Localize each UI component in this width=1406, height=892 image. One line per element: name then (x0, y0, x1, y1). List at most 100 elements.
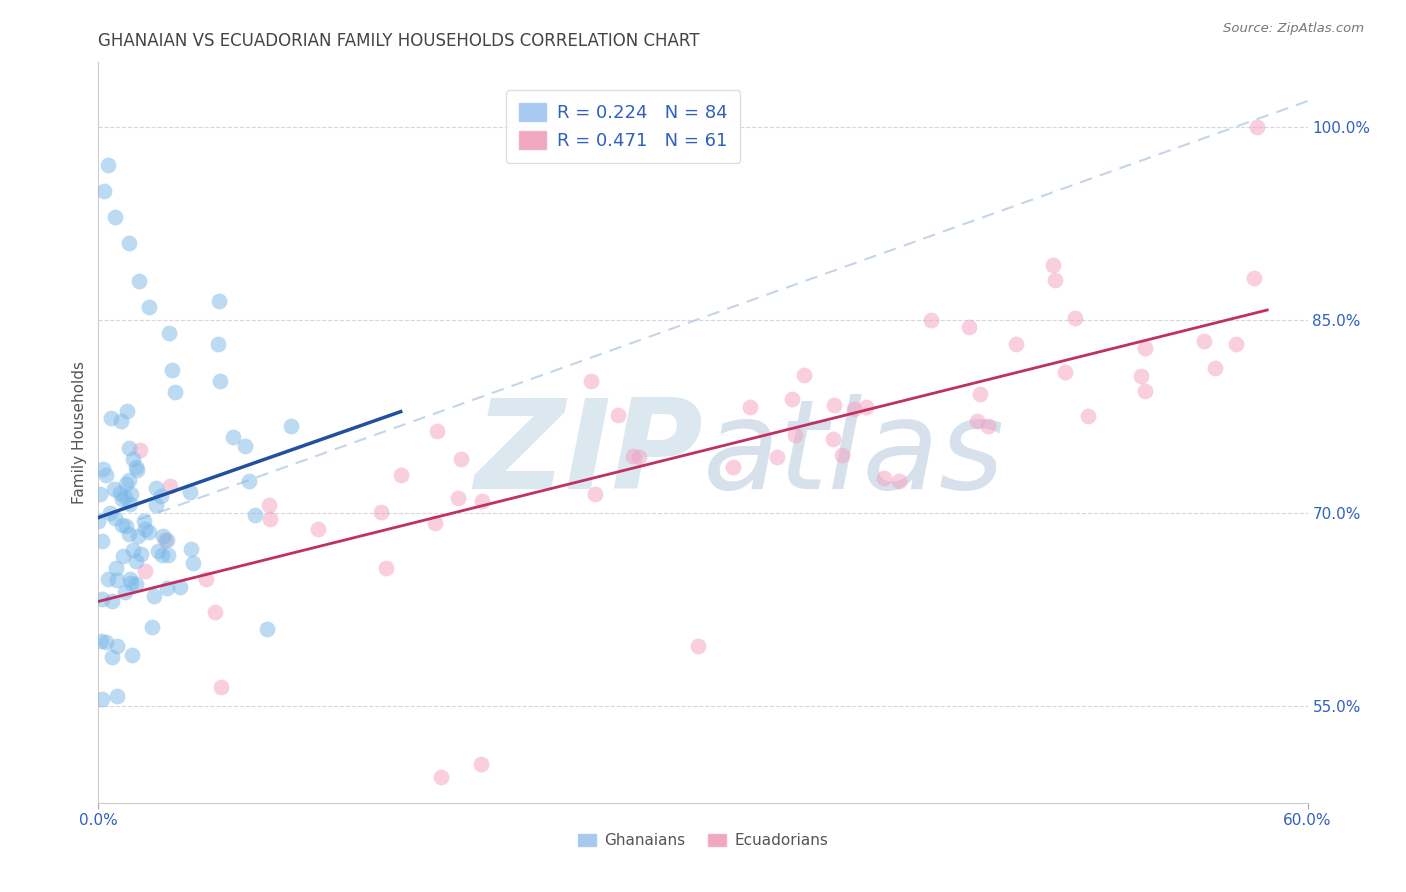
Point (579, 374, 602, 388)
Point (1246, 120, 1268, 134)
Point (257, 498, 280, 512)
Point (155, 533, 177, 547)
Point (90, 592, 112, 607)
Point (105, 689, 128, 703)
Point (966, 414, 988, 428)
Point (307, 522, 329, 536)
Point (823, 398, 845, 412)
Point (204, 605, 226, 619)
Point (738, 401, 761, 415)
Point (157, 326, 180, 340)
Point (122, 543, 145, 558)
Point (97, 572, 120, 586)
Point (159, 479, 181, 493)
Point (627, 450, 650, 464)
Point (97, 158, 120, 172)
Point (103, 482, 125, 496)
Point (148, 544, 170, 558)
Point (1130, 368, 1153, 383)
Point (621, 449, 644, 463)
Point (98, 506, 121, 520)
Point (1204, 361, 1226, 376)
Point (180, 541, 202, 556)
Point (1077, 409, 1099, 423)
Point (100, 410, 122, 425)
Point (169, 580, 191, 594)
Point (855, 401, 877, 415)
Point (125, 577, 148, 591)
Point (138, 525, 160, 540)
Y-axis label: Family Households: Family Households (72, 361, 87, 504)
Point (823, 433, 845, 447)
Text: Source: ZipAtlas.com: Source: ZipAtlas.com (1223, 22, 1364, 36)
Point (1243, 271, 1265, 285)
Point (259, 512, 281, 526)
Point (785, 427, 807, 442)
Point (138, 300, 160, 314)
Point (450, 451, 472, 466)
Point (887, 475, 910, 489)
Point (100, 594, 122, 608)
Point (873, 470, 896, 484)
Point (89, 487, 111, 501)
Point (120, 487, 142, 501)
Point (1042, 258, 1064, 272)
Point (207, 337, 229, 351)
Point (120, 497, 142, 511)
Point (238, 474, 260, 488)
Point (145, 498, 167, 512)
Point (222, 430, 245, 444)
Point (375, 561, 398, 575)
Point (93, 184, 115, 198)
Point (607, 408, 630, 422)
Point (957, 320, 980, 334)
Point (969, 387, 991, 401)
Point (152, 548, 174, 562)
Point (125, 460, 148, 475)
Point (426, 424, 449, 438)
Point (1225, 336, 1247, 351)
Point (1045, 273, 1067, 287)
Point (117, 404, 139, 418)
Point (179, 484, 201, 499)
Text: ZIP: ZIP (474, 394, 703, 516)
Point (104, 561, 127, 575)
Point (149, 489, 172, 503)
Point (208, 293, 231, 308)
Point (129, 547, 152, 561)
Point (121, 648, 143, 662)
Point (143, 589, 166, 603)
Point (370, 505, 392, 519)
Point (91, 461, 114, 475)
Text: GHANAIAN VS ECUADORIAN FAMILY HOUSEHOLDS CORRELATION CHART: GHANAIAN VS ECUADORIAN FAMILY HOUSEHOLDS… (98, 32, 700, 50)
Point (107, 574, 129, 588)
Point (127, 463, 149, 477)
Point (1005, 337, 1028, 351)
Text: atlas: atlas (703, 394, 1005, 516)
Point (111, 491, 134, 506)
Point (110, 486, 132, 500)
Point (977, 418, 1000, 433)
Point (145, 481, 167, 495)
Point (120, 575, 142, 590)
Point (766, 450, 789, 464)
Point (91, 533, 114, 548)
Point (155, 581, 177, 595)
Point (842, 401, 865, 416)
Point (183, 556, 205, 570)
Point (128, 443, 150, 458)
Point (721, 459, 744, 474)
Point (132, 514, 155, 528)
Point (111, 517, 134, 532)
Point (118, 572, 141, 586)
Point (125, 554, 148, 568)
Point (782, 392, 804, 407)
Point (114, 585, 136, 599)
Point (430, 770, 453, 784)
Point (208, 374, 231, 388)
Point (134, 522, 156, 536)
Point (280, 418, 302, 433)
Point (104, 511, 127, 525)
Point (134, 564, 156, 578)
Point (688, 640, 710, 654)
